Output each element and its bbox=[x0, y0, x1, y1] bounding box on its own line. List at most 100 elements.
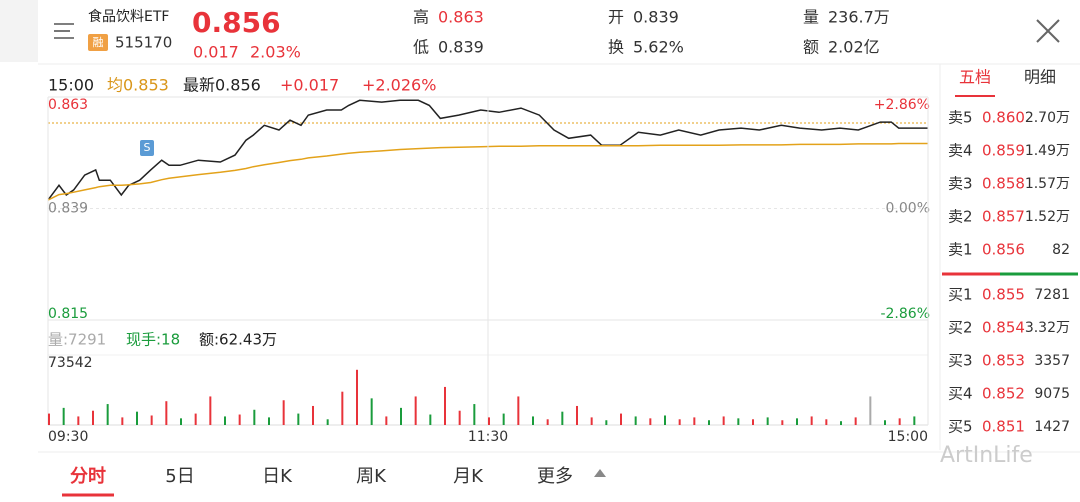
volume-bar bbox=[708, 420, 710, 425]
stock-name: 食品饮料ETF bbox=[88, 8, 169, 25]
y2-tick-label: +2.86% bbox=[874, 97, 930, 113]
hand-label: 现手:18 bbox=[126, 331, 180, 349]
book-label: 卖5 bbox=[948, 109, 973, 127]
book-price: 0.859 bbox=[982, 142, 1025, 160]
info-time: 15:00 bbox=[48, 76, 94, 95]
amount-label: 额:62.43万 bbox=[199, 331, 277, 349]
period-tab[interactable]: 月K bbox=[453, 466, 484, 487]
book-volume: 3.32万 bbox=[1025, 320, 1070, 336]
signal-s: S bbox=[144, 141, 151, 154]
volume-bar bbox=[48, 413, 50, 425]
period-tab[interactable]: 5日 bbox=[165, 466, 194, 487]
change-pct: 2.03% bbox=[250, 43, 301, 62]
volume-bar bbox=[106, 404, 109, 425]
volume-bar bbox=[209, 396, 212, 425]
stock-code: 515170 bbox=[115, 34, 172, 52]
book-label: 卖2 bbox=[948, 208, 973, 226]
menu-icon[interactable] bbox=[54, 23, 74, 39]
price-line bbox=[47, 99, 928, 201]
book-price: 0.851 bbox=[982, 418, 1025, 436]
price: 0.856 bbox=[192, 6, 281, 39]
book-volume: 1.57万 bbox=[1025, 176, 1070, 192]
stat-label: 量 bbox=[803, 8, 819, 27]
y-tick-label: 0.839 bbox=[48, 201, 88, 217]
book-volume: 1.52万 bbox=[1025, 209, 1070, 225]
volume-label: 量:7291 bbox=[48, 331, 106, 349]
period-tab[interactable]: 日K bbox=[262, 466, 293, 487]
book-label: 买4 bbox=[948, 385, 973, 403]
book-label: 买2 bbox=[948, 319, 973, 337]
volume-bar bbox=[722, 416, 725, 425]
volume-bar bbox=[414, 396, 417, 425]
volume-bar bbox=[312, 405, 314, 425]
volume-bar bbox=[165, 401, 168, 425]
book-volume: 1427 bbox=[1034, 419, 1070, 435]
stat-value: 0.839 bbox=[633, 8, 679, 27]
volume-bar bbox=[796, 418, 798, 425]
y-tick-label: 0.863 bbox=[48, 97, 88, 113]
info-change-pct: +2.026% bbox=[362, 76, 436, 95]
book-tab[interactable]: 五档 bbox=[959, 68, 991, 87]
volume-bar bbox=[194, 413, 197, 425]
close-button[interactable] bbox=[1036, 19, 1060, 43]
book-volume: 82 bbox=[1052, 242, 1070, 258]
y2-tick-label: -2.86% bbox=[880, 306, 930, 322]
y-tick-label: 0.815 bbox=[48, 306, 88, 322]
period-tab[interactable]: 分时 bbox=[70, 466, 106, 487]
volume-bar bbox=[781, 420, 784, 425]
stat-label: 额 bbox=[803, 38, 819, 57]
volume-bar bbox=[649, 418, 652, 425]
stat-label: 低 bbox=[413, 38, 429, 57]
volume-bar bbox=[180, 418, 182, 425]
volume-bar bbox=[473, 404, 476, 425]
volume-bar bbox=[590, 417, 593, 425]
volume-bar bbox=[561, 411, 564, 425]
book-price: 0.853 bbox=[982, 352, 1025, 370]
volume-bar bbox=[297, 413, 300, 425]
volume-bar bbox=[884, 420, 886, 425]
book-label: 买5 bbox=[948, 418, 973, 436]
volume-bar bbox=[370, 398, 373, 425]
volume-bar bbox=[825, 419, 828, 425]
y2-tick-label: 0.00% bbox=[886, 201, 930, 217]
book-label: 卖3 bbox=[948, 175, 973, 193]
period-tab[interactable]: 周K bbox=[356, 466, 387, 487]
volume-bar bbox=[869, 396, 872, 425]
volume-bar bbox=[429, 414, 432, 425]
volume-bar bbox=[693, 417, 696, 425]
stat-value: 0.839 bbox=[438, 38, 484, 57]
volume-bar bbox=[341, 391, 344, 425]
side-strip bbox=[0, 0, 38, 62]
volume-bar bbox=[136, 411, 138, 425]
book-price: 0.855 bbox=[982, 286, 1025, 304]
book-volume: 9075 bbox=[1034, 386, 1070, 402]
book-price: 0.852 bbox=[982, 385, 1025, 403]
volume-bar bbox=[488, 417, 490, 425]
book-tab[interactable]: 明细 bbox=[1024, 68, 1056, 87]
badge: 融 bbox=[93, 36, 104, 49]
stat-value: 0.863 bbox=[438, 8, 484, 27]
volume-bar bbox=[62, 407, 65, 425]
stat-value: 2.02亿 bbox=[828, 38, 880, 57]
period-tab[interactable]: 更多 bbox=[537, 466, 573, 487]
x-tick-label: 09:30 bbox=[48, 429, 88, 445]
badge-bg bbox=[88, 34, 108, 51]
volume-bar bbox=[238, 414, 241, 425]
stat-value: 236.7万 bbox=[828, 8, 890, 27]
x-tick-label: 15:00 bbox=[888, 429, 928, 445]
volume-bar bbox=[121, 417, 124, 425]
volume-bar bbox=[282, 400, 285, 425]
book-label: 买3 bbox=[948, 352, 973, 370]
volume-bar bbox=[810, 416, 813, 425]
volume-bar bbox=[224, 416, 226, 425]
volume-bar bbox=[634, 416, 637, 425]
watermark: ArtInLife bbox=[940, 443, 1033, 468]
volume-bar bbox=[678, 419, 681, 425]
book-volume: 1.49万 bbox=[1025, 143, 1070, 159]
volume-bar bbox=[517, 396, 520, 425]
stat-label: 开 bbox=[608, 8, 624, 27]
volume-bar bbox=[766, 417, 769, 425]
book-volume: 2.70万 bbox=[1025, 110, 1070, 126]
